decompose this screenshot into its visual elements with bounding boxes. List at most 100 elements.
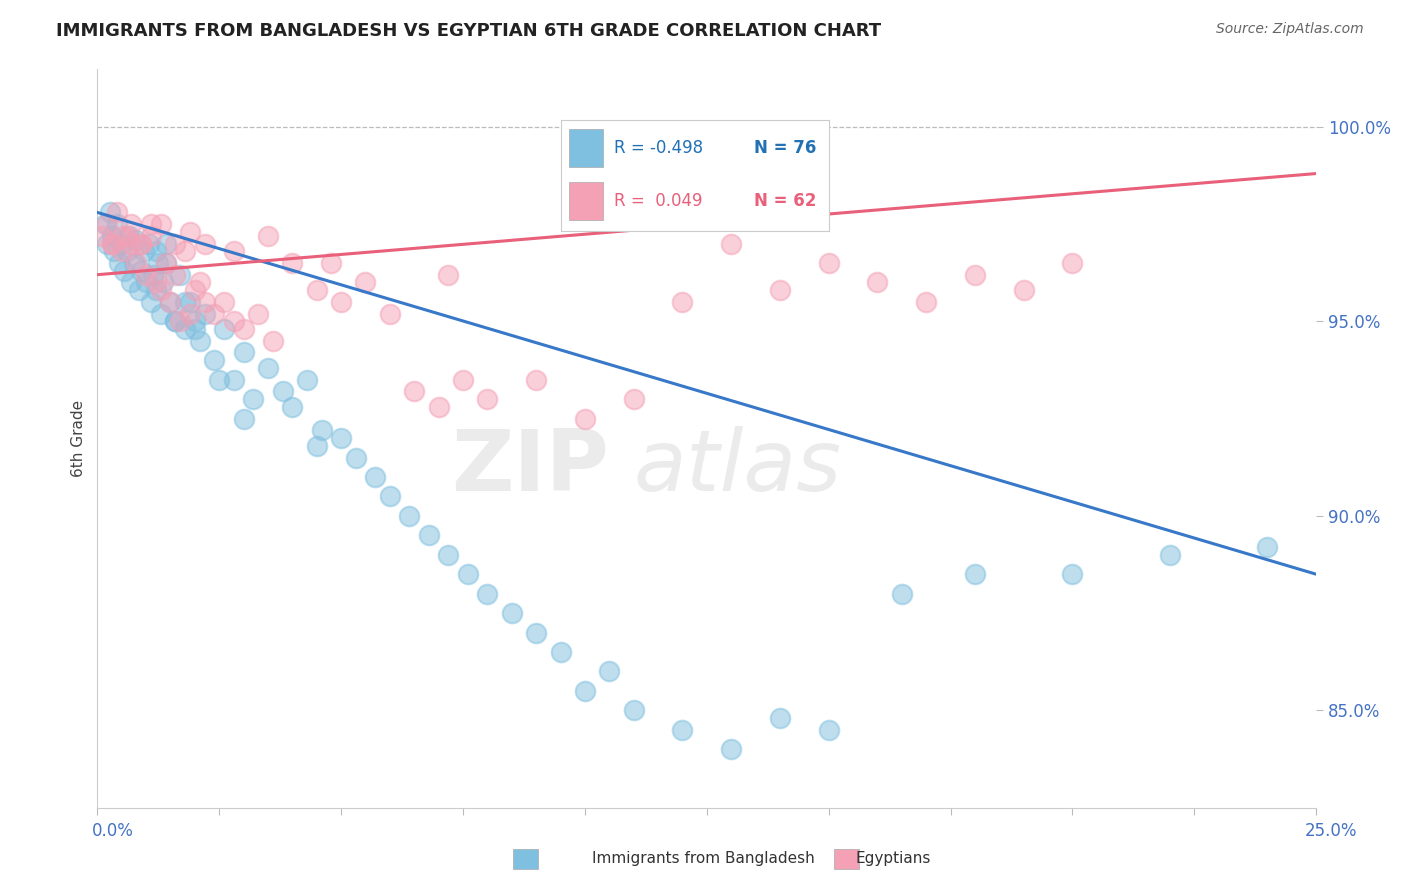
Point: [305, 283, 328, 297]
Point: [890, 587, 912, 601]
Point: [271, 384, 294, 399]
Point: [305, 439, 328, 453]
Point: [574, 411, 596, 425]
Point: [247, 307, 270, 321]
Point: [174, 244, 197, 259]
Point: [174, 322, 197, 336]
Point: [139, 217, 162, 231]
Point: [817, 256, 839, 270]
Point: [184, 283, 207, 297]
Point: [194, 307, 217, 321]
Point: [222, 244, 245, 259]
Point: [184, 322, 207, 336]
Point: [574, 684, 596, 698]
Point: [817, 723, 839, 737]
Point: [145, 283, 167, 297]
Point: [149, 283, 172, 297]
Text: IMMIGRANTS FROM BANGLADESH VS EGYPTIAN 6TH GRADE CORRELATION CHART: IMMIGRANTS FROM BANGLADESH VS EGYPTIAN 6…: [56, 22, 882, 40]
Point: [138, 236, 160, 251]
Point: [720, 742, 742, 756]
Point: [427, 400, 450, 414]
Point: [202, 307, 225, 321]
Point: [524, 625, 547, 640]
Point: [101, 236, 124, 251]
Point: [111, 228, 134, 243]
Point: [142, 268, 165, 282]
Point: [1062, 567, 1084, 582]
Y-axis label: 6th Grade: 6th Grade: [72, 400, 86, 476]
Point: [330, 294, 353, 309]
Point: [188, 334, 211, 348]
Point: [98, 205, 121, 219]
Point: [139, 228, 162, 243]
Point: [152, 276, 174, 290]
Point: [222, 314, 245, 328]
Point: [1012, 283, 1035, 297]
Point: [132, 244, 155, 259]
Point: [344, 450, 367, 465]
Point: [149, 307, 172, 321]
Point: [188, 276, 211, 290]
Point: [108, 256, 131, 270]
Point: [202, 353, 225, 368]
Point: [281, 256, 304, 270]
Point: [103, 244, 125, 259]
Point: [96, 217, 118, 231]
Point: [155, 236, 177, 251]
Point: [112, 264, 135, 278]
Point: [165, 268, 187, 282]
Point: [222, 373, 245, 387]
Point: [262, 334, 284, 348]
Point: [115, 228, 138, 243]
Point: [93, 217, 115, 231]
Point: [437, 548, 460, 562]
Point: [501, 606, 523, 620]
Point: [155, 256, 177, 270]
Point: [1256, 540, 1278, 554]
Point: [111, 244, 134, 259]
Point: [321, 256, 343, 270]
Point: [1159, 548, 1181, 562]
Text: ZIP: ZIP: [451, 426, 609, 509]
Point: [232, 345, 254, 359]
Point: [963, 268, 986, 282]
Point: [145, 244, 167, 259]
Point: [129, 236, 152, 251]
Point: [194, 236, 217, 251]
Point: [398, 508, 420, 523]
Point: [115, 244, 138, 259]
Text: Egyptians: Egyptians: [855, 851, 931, 865]
Point: [257, 228, 280, 243]
Text: atlas: atlas: [634, 426, 842, 509]
Point: [623, 392, 645, 406]
Point: [159, 294, 181, 309]
Point: [378, 490, 401, 504]
Point: [311, 423, 333, 437]
Point: [122, 256, 145, 270]
Point: [769, 711, 792, 725]
Point: [194, 294, 217, 309]
Point: [232, 322, 254, 336]
Point: [101, 236, 124, 251]
Point: [129, 264, 152, 278]
Point: [111, 236, 134, 251]
Point: [121, 236, 143, 251]
Point: [101, 228, 124, 243]
Point: [354, 276, 377, 290]
Point: [295, 373, 318, 387]
Point: [418, 528, 440, 542]
Point: [118, 228, 141, 243]
Point: [184, 314, 207, 328]
Point: [623, 703, 645, 717]
Point: [169, 314, 191, 328]
Point: [671, 294, 693, 309]
Point: [121, 276, 143, 290]
Point: [145, 276, 167, 290]
Point: [129, 236, 152, 251]
Point: [404, 384, 426, 399]
Point: [242, 392, 264, 406]
Point: [720, 236, 742, 251]
Point: [139, 294, 162, 309]
Point: [437, 268, 460, 282]
Point: [524, 373, 547, 387]
